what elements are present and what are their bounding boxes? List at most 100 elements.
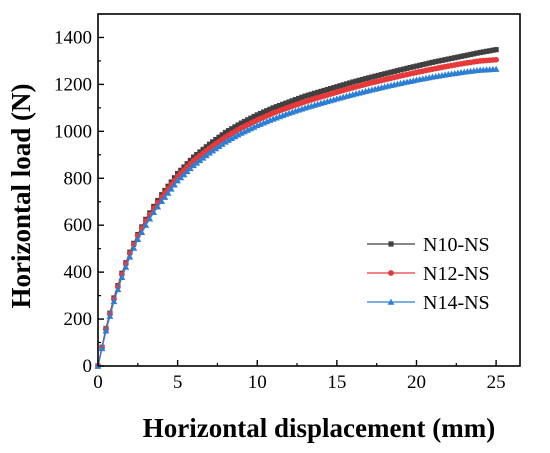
data-point <box>296 95 302 102</box>
data-point <box>280 101 286 107</box>
data-point <box>206 141 213 147</box>
data-point <box>426 60 432 66</box>
data-point <box>238 120 244 126</box>
data-point <box>420 61 426 68</box>
data-point <box>218 140 226 147</box>
data-point <box>455 54 461 60</box>
data-point <box>138 228 146 235</box>
data-point <box>350 79 356 85</box>
legend-marker <box>387 298 395 305</box>
data-point <box>448 55 455 61</box>
data-point <box>276 102 283 109</box>
data-point <box>254 112 260 118</box>
data-point <box>471 51 477 57</box>
legend-item: N12-NS <box>367 263 490 285</box>
data-point <box>477 49 483 56</box>
data-point <box>146 215 154 222</box>
data-point <box>225 128 232 134</box>
data-point <box>212 145 220 152</box>
data-point <box>439 57 445 63</box>
data-point <box>362 76 369 82</box>
y-tick-label: 600 <box>64 215 93 236</box>
data-point <box>200 146 206 153</box>
data-point <box>337 83 343 89</box>
x-tick-label: 0 <box>93 372 103 393</box>
data-point <box>302 93 308 99</box>
data-point <box>401 66 407 72</box>
data-point <box>372 73 378 79</box>
data-point <box>248 115 254 121</box>
data-point <box>492 65 500 72</box>
data-point <box>267 106 273 112</box>
data-point <box>206 149 213 156</box>
data-point <box>245 117 251 123</box>
data-point <box>483 48 490 54</box>
data-point <box>197 149 203 155</box>
data-point <box>442 57 448 63</box>
data-point <box>299 94 305 100</box>
data-point <box>458 53 464 60</box>
data-point <box>436 58 442 64</box>
y-tick-label: 1200 <box>54 74 92 95</box>
y-tick-label: 200 <box>64 309 93 330</box>
data-point <box>232 124 238 130</box>
data-point <box>286 99 292 105</box>
data-point <box>283 100 289 106</box>
data-point <box>193 159 201 166</box>
data-point <box>423 61 429 67</box>
data-point <box>343 81 350 87</box>
data-point <box>190 154 197 160</box>
data-point <box>251 113 257 120</box>
data-point <box>158 197 166 204</box>
legend-label: N12-NS <box>423 263 490 285</box>
data-point <box>385 70 391 76</box>
data-point <box>413 63 420 69</box>
data-point <box>196 156 204 164</box>
data-point <box>178 167 184 173</box>
data-point <box>134 235 142 242</box>
data-point <box>190 161 197 169</box>
data-point <box>289 98 295 104</box>
data-point <box>161 193 169 200</box>
data-point <box>210 139 216 145</box>
data-point <box>388 69 394 75</box>
data-point <box>347 80 353 86</box>
data-point <box>110 298 118 305</box>
data-point <box>187 157 193 164</box>
data-point <box>433 59 439 65</box>
data-point <box>228 134 236 142</box>
data-point <box>261 109 267 115</box>
x-tick-label: 25 <box>487 372 506 393</box>
data-point <box>331 85 337 91</box>
data-point <box>122 263 130 270</box>
data-point <box>202 152 210 159</box>
series-layer <box>94 47 500 369</box>
y-axis-title: Horizontal load (N) <box>6 84 36 309</box>
data-point <box>126 253 134 260</box>
data-point <box>181 164 187 170</box>
plot-area <box>97 13 521 367</box>
legend-item: N14-NS <box>367 292 490 314</box>
data-point <box>487 48 493 54</box>
data-point <box>353 78 359 84</box>
data-point <box>216 134 222 140</box>
legend-marker <box>388 241 394 247</box>
data-point <box>394 68 400 74</box>
data-point <box>118 273 126 281</box>
data-point <box>327 86 334 92</box>
data-point <box>234 131 242 138</box>
data-point <box>464 52 471 58</box>
data-point <box>213 136 219 143</box>
data-point <box>324 86 330 93</box>
x-tick-label: 20 <box>407 372 426 393</box>
data-point <box>231 133 239 140</box>
data-point <box>321 87 327 94</box>
legend: N10-NS N12-NS N14-NS <box>367 234 490 314</box>
data-point <box>366 75 372 81</box>
data-point <box>241 118 248 125</box>
data-point <box>461 53 467 59</box>
data-point <box>102 327 110 334</box>
x-axis-title: Horizontal displacement (mm) <box>143 413 495 443</box>
